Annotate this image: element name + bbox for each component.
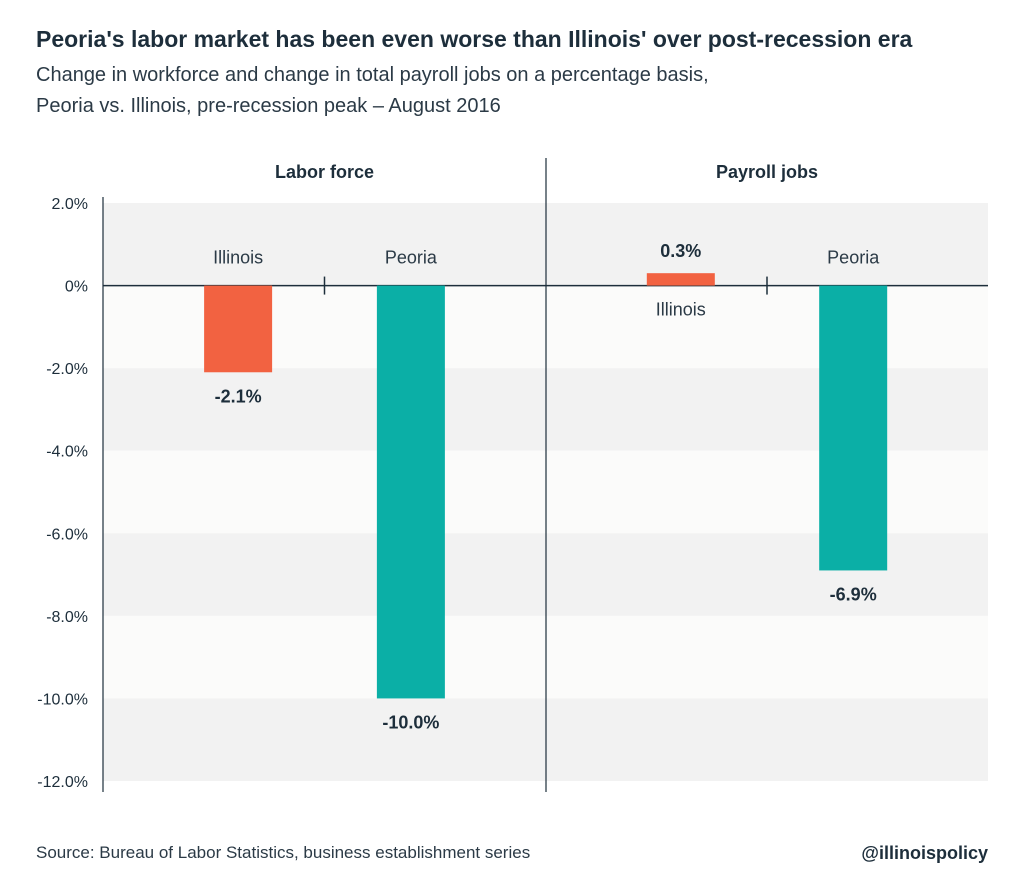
panel-title: Payroll jobs bbox=[716, 162, 818, 182]
y-tick-label: -8.0% bbox=[46, 609, 88, 626]
bar bbox=[204, 285, 273, 373]
category-label: Illinois bbox=[213, 248, 263, 268]
chart-title: Peoria's labor market has been even wors… bbox=[36, 26, 913, 52]
y-tick-label: -4.0% bbox=[46, 444, 88, 461]
subtitle-line-1: Change in workforce and change in total … bbox=[36, 64, 709, 86]
bar bbox=[646, 273, 715, 286]
category-label: Peoria bbox=[827, 248, 880, 268]
chart-subtitle: Change in workforce and change in total … bbox=[36, 60, 996, 122]
value-label: -2.1% bbox=[215, 386, 262, 406]
value-label: -6.9% bbox=[830, 584, 877, 604]
social-handle: @illinoispolicy bbox=[861, 843, 988, 863]
source-note: Source: Bureau of Labor Statistics, busi… bbox=[36, 843, 531, 862]
category-label: Illinois bbox=[656, 300, 706, 320]
y-tick-label: 0% bbox=[65, 279, 88, 296]
value-label: -10.0% bbox=[382, 712, 439, 732]
y-tick-label: -10.0% bbox=[37, 691, 88, 708]
bar bbox=[819, 285, 888, 571]
y-tick-label: 2.0% bbox=[52, 196, 88, 213]
y-tick-label: -12.0% bbox=[37, 774, 88, 791]
subtitle-line-2: Peoria vs. Illinois, pre-recession peak … bbox=[36, 95, 501, 117]
y-tick-label: -6.0% bbox=[46, 526, 88, 543]
category-label: Peoria bbox=[385, 248, 438, 268]
bar bbox=[376, 285, 445, 699]
y-tick-label: -2.0% bbox=[46, 361, 88, 378]
panel-title: Labor force bbox=[275, 162, 374, 182]
value-label: 0.3% bbox=[660, 241, 701, 261]
